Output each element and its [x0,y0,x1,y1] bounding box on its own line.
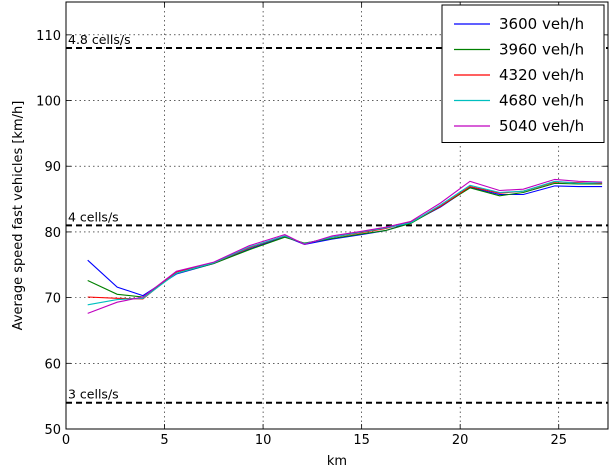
legend-label: 5040 veh/h [499,117,584,135]
series-line [87,180,603,306]
plot-frame [65,1,609,430]
reference-line-label: 4.8 cells/s [68,32,131,47]
y-tick-label: 90 [44,160,61,175]
reference-line-label: 4 cells/s [68,209,119,224]
series-line [87,185,603,297]
x-tick-label: 15 [353,433,370,448]
x-tick-label: 0 [62,433,70,448]
y-tick-label: 80 [44,226,61,241]
x-tick-label: 20 [452,433,469,448]
y-tick-label: 50 [44,423,61,438]
y-axis-label: Average speed fast vehicles [km/h] [11,101,26,331]
legend-box [441,4,605,143]
legend-label: 3960 veh/h [499,41,584,59]
reference-line-label: 3 cells/s [68,387,119,402]
legend: 3600 veh/h 3960 veh/h 4320 veh/h 4680 veh/h… [441,4,605,143]
series-lines [87,178,603,314]
series-line [87,178,603,314]
x-tick-label: 10 [255,433,272,448]
y-tick-label: 60 [44,357,61,372]
axis-ticks: 0 5 10 15 20 25 50 60 70 80 90 100 110 [36,2,608,448]
legend-label: 4680 veh/h [499,92,584,110]
x-axis-label: km [327,454,347,469]
legend-label: 3600 veh/h [499,15,584,33]
y-tick-label: 110 [36,29,61,44]
x-tick-label: 25 [550,433,567,448]
reference-lines: 4.8 cells/s 4 cells/s 3 cells/s [66,32,608,404]
y-tick-label: 100 [36,95,61,110]
legend-label: 4320 veh/h [499,66,584,84]
y-tick-label: 70 [44,292,61,307]
x-tick-label: 5 [160,433,168,448]
